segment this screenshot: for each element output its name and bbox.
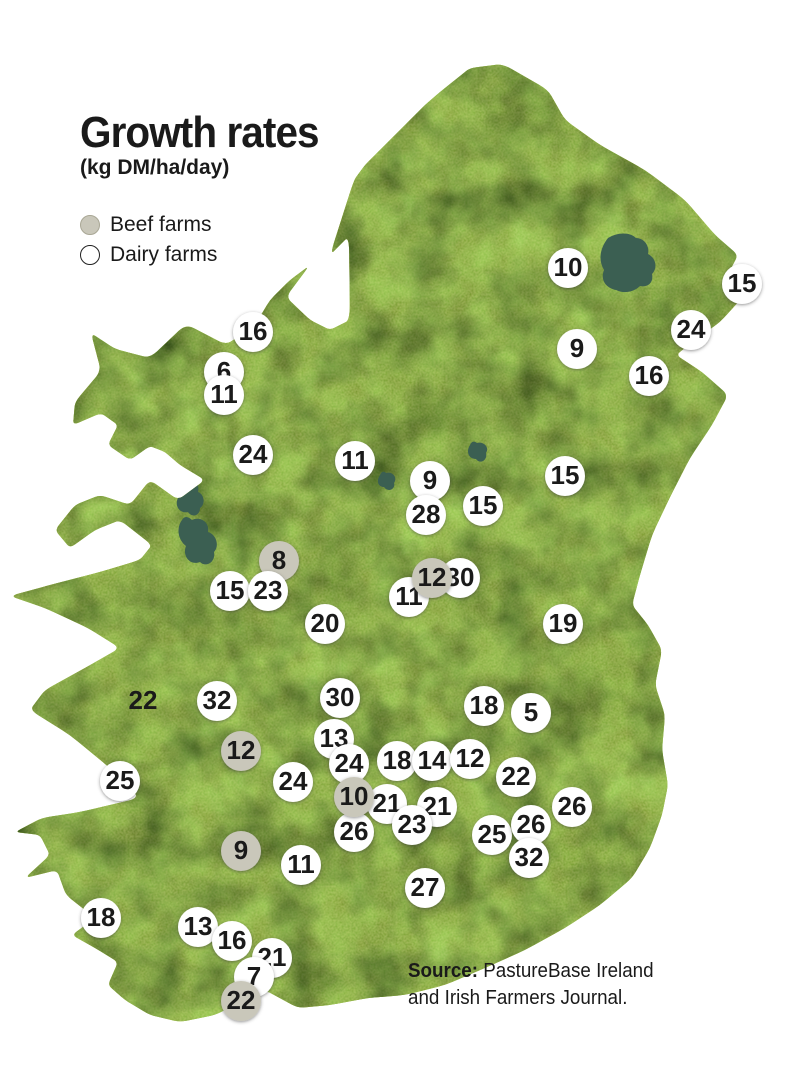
- svg-text:16: 16: [635, 360, 664, 390]
- svg-text:9: 9: [234, 835, 248, 865]
- svg-text:16: 16: [239, 316, 268, 346]
- svg-text:27: 27: [411, 872, 440, 902]
- svg-text:18: 18: [383, 745, 412, 775]
- svg-text:11: 11: [210, 379, 238, 409]
- svg-text:15: 15: [551, 460, 580, 490]
- svg-text:15: 15: [216, 575, 245, 605]
- svg-text:24: 24: [279, 766, 308, 796]
- svg-text:26: 26: [340, 816, 369, 846]
- svg-text:23: 23: [254, 575, 283, 605]
- svg-text:13: 13: [184, 911, 213, 941]
- svg-text:12: 12: [418, 562, 447, 592]
- svg-text:22: 22: [129, 685, 158, 715]
- svg-text:24: 24: [239, 439, 268, 469]
- svg-text:11: 11: [341, 445, 369, 475]
- svg-text:26: 26: [517, 809, 546, 839]
- svg-text:30: 30: [326, 682, 355, 712]
- svg-text:24: 24: [335, 748, 364, 778]
- svg-text:10: 10: [554, 252, 583, 282]
- svg-text:10: 10: [340, 781, 369, 811]
- svg-text:15: 15: [469, 490, 498, 520]
- svg-text:28: 28: [412, 499, 441, 529]
- svg-text:12: 12: [456, 743, 485, 773]
- svg-text:22: 22: [227, 985, 256, 1015]
- svg-text:23: 23: [398, 809, 427, 839]
- svg-text:19: 19: [549, 608, 578, 638]
- svg-text:14: 14: [418, 745, 447, 775]
- svg-text:12: 12: [227, 735, 256, 765]
- svg-text:11: 11: [287, 849, 315, 879]
- svg-text:18: 18: [87, 902, 116, 932]
- svg-text:26: 26: [558, 791, 587, 821]
- svg-text:16: 16: [218, 925, 247, 955]
- svg-text:25: 25: [478, 819, 507, 849]
- svg-text:8: 8: [272, 545, 286, 575]
- svg-text:20: 20: [311, 608, 340, 638]
- svg-text:15: 15: [728, 268, 757, 298]
- svg-text:9: 9: [570, 333, 584, 363]
- svg-text:9: 9: [423, 465, 437, 495]
- svg-text:32: 32: [515, 842, 544, 872]
- svg-text:25: 25: [106, 765, 135, 795]
- svg-text:22: 22: [502, 761, 531, 791]
- svg-text:32: 32: [203, 685, 232, 715]
- svg-text:18: 18: [470, 690, 499, 720]
- svg-text:24: 24: [677, 314, 706, 344]
- svg-text:5: 5: [524, 697, 538, 727]
